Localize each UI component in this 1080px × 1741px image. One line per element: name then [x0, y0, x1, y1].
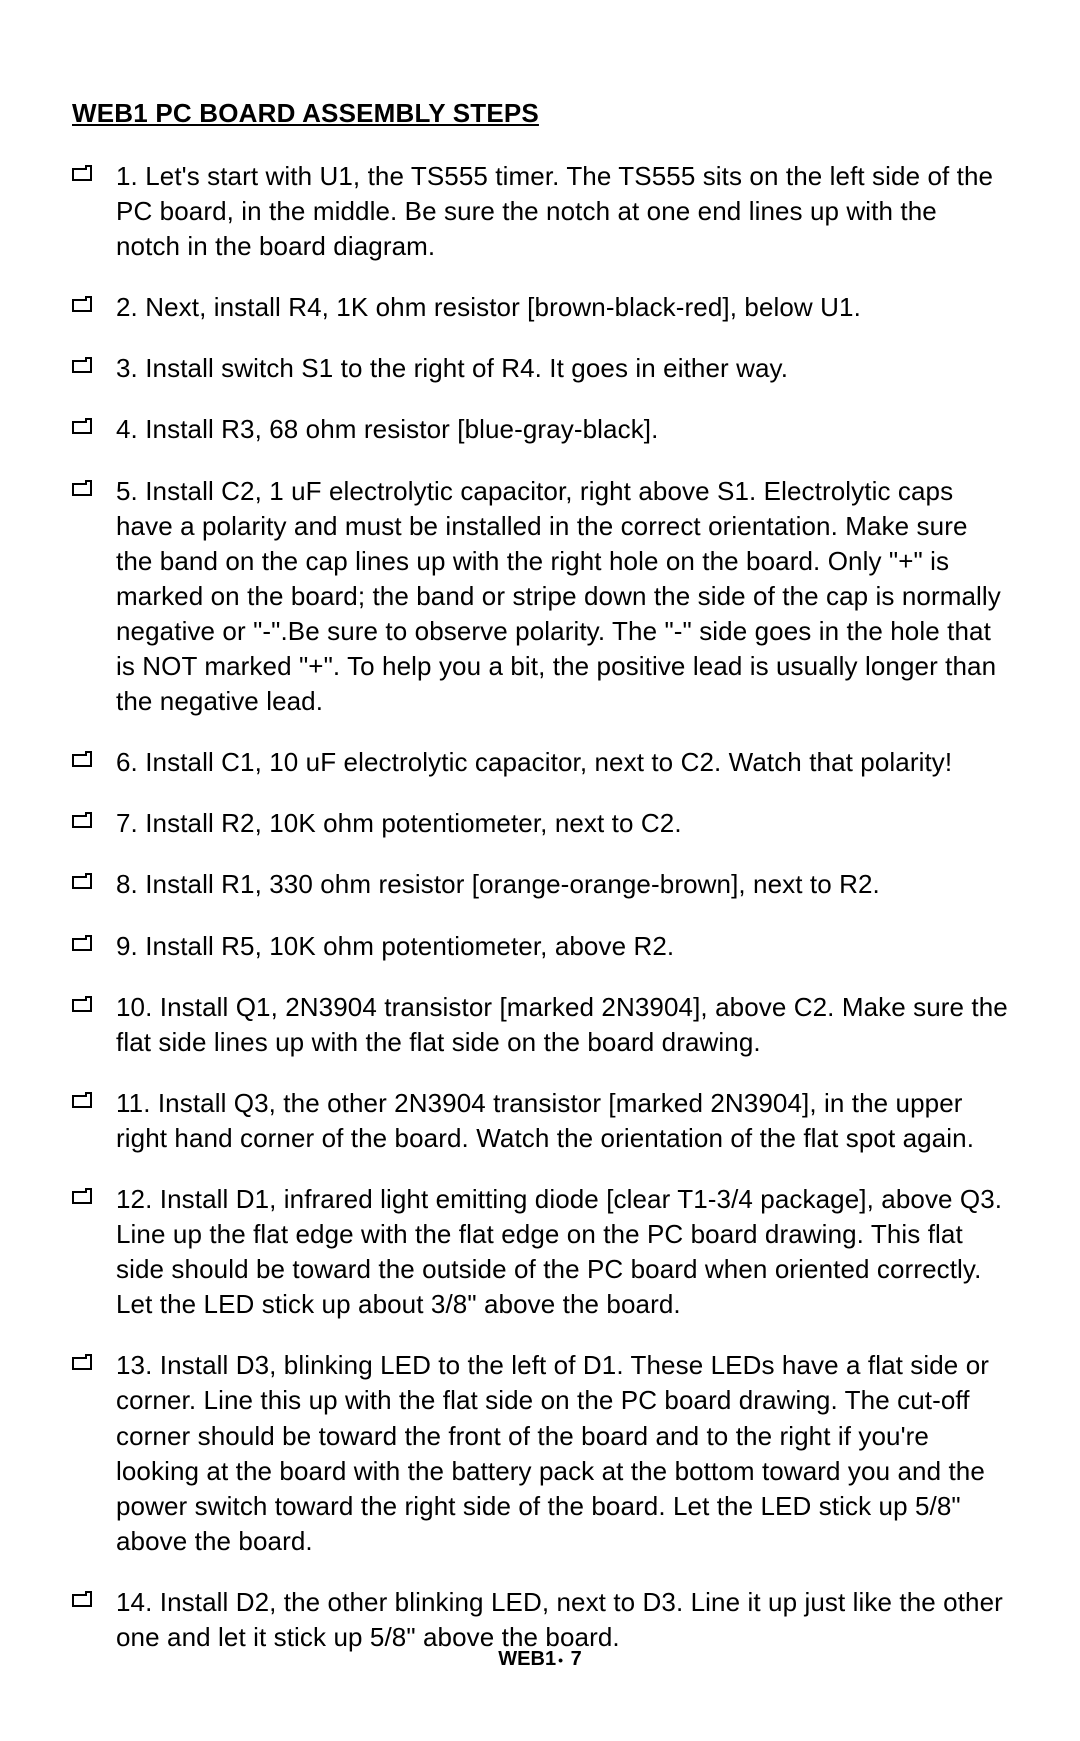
list-item: 1. Let's start with U1, the TS555 timer.…: [72, 159, 1008, 264]
checkbox-icon: [72, 1188, 92, 1204]
step-text: 8. Install R1, 330 ohm resistor [orange-…: [116, 867, 1008, 902]
checkbox-icon: [72, 418, 92, 434]
checkbox-icon: [72, 357, 92, 373]
list-item: 7. Install R2, 10K ohm potentiometer, ne…: [72, 806, 1008, 841]
checkbox-icon: [72, 1591, 92, 1607]
page-footer: WEB1• 7: [0, 1648, 1080, 1671]
step-text: 1. Let's start with U1, the TS555 timer.…: [116, 159, 1008, 264]
list-item: 13. Install D3, blinking LED to the left…: [72, 1348, 1008, 1559]
page-title: WEB1 PC BOARD ASSEMBLY STEPS: [72, 98, 1008, 129]
list-item: 6. Install C1, 10 uF electrolytic capaci…: [72, 745, 1008, 780]
list-item: 2. Next, install R4, 1K ohm resistor [br…: [72, 290, 1008, 325]
step-list: 1. Let's start with U1, the TS555 timer.…: [72, 159, 1008, 1655]
document-page: WEB1 PC BOARD ASSEMBLY STEPS 1. Let's st…: [0, 0, 1080, 1741]
checkbox-icon: [72, 812, 92, 828]
checkbox-icon: [72, 996, 92, 1012]
step-text: 3. Install switch S1 to the right of R4.…: [116, 351, 1008, 386]
step-text: 13. Install D3, blinking LED to the left…: [116, 1348, 1008, 1559]
checkbox-icon: [72, 751, 92, 767]
list-item: 11. Install Q3, the other 2N3904 transis…: [72, 1086, 1008, 1156]
list-item: 9. Install R5, 10K ohm potentiometer, ab…: [72, 929, 1008, 964]
checkbox-icon: [72, 935, 92, 951]
step-text: 4. Install R3, 68 ohm resistor [blue-gra…: [116, 412, 1008, 447]
checkbox-icon: [72, 1354, 92, 1370]
step-text: 10. Install Q1, 2N3904 transistor [marke…: [116, 990, 1008, 1060]
list-item: 4. Install R3, 68 ohm resistor [blue-gra…: [72, 412, 1008, 447]
checkbox-icon: [72, 873, 92, 889]
step-text: 2. Next, install R4, 1K ohm resistor [br…: [116, 290, 1008, 325]
step-text: 14. Install D2, the other blinking LED, …: [116, 1585, 1008, 1655]
list-item: 5. Install C2, 1 uF electrolytic capacit…: [72, 474, 1008, 720]
list-item: 8. Install R1, 330 ohm resistor [orange-…: [72, 867, 1008, 902]
footer-prefix: WEB1: [498, 1648, 556, 1670]
step-text: 9. Install R5, 10K ohm potentiometer, ab…: [116, 929, 1008, 964]
checkbox-icon: [72, 480, 92, 496]
step-text: 7. Install R2, 10K ohm potentiometer, ne…: [116, 806, 1008, 841]
checkbox-icon: [72, 1092, 92, 1108]
list-item: 3. Install switch S1 to the right of R4.…: [72, 351, 1008, 386]
checkbox-icon: [72, 296, 92, 312]
step-text: 5. Install C2, 1 uF electrolytic capacit…: [116, 474, 1008, 720]
footer-bullet-icon: •: [558, 1652, 563, 1668]
step-text: 12. Install D1, infrared light emitting …: [116, 1182, 1008, 1322]
footer-page-number: 7: [571, 1648, 582, 1670]
step-text: 6. Install C1, 10 uF electrolytic capaci…: [116, 745, 1008, 780]
step-text: 11. Install Q3, the other 2N3904 transis…: [116, 1086, 1008, 1156]
list-item: 14. Install D2, the other blinking LED, …: [72, 1585, 1008, 1655]
list-item: 10. Install Q1, 2N3904 transistor [marke…: [72, 990, 1008, 1060]
list-item: 12. Install D1, infrared light emitting …: [72, 1182, 1008, 1322]
checkbox-icon: [72, 165, 92, 181]
